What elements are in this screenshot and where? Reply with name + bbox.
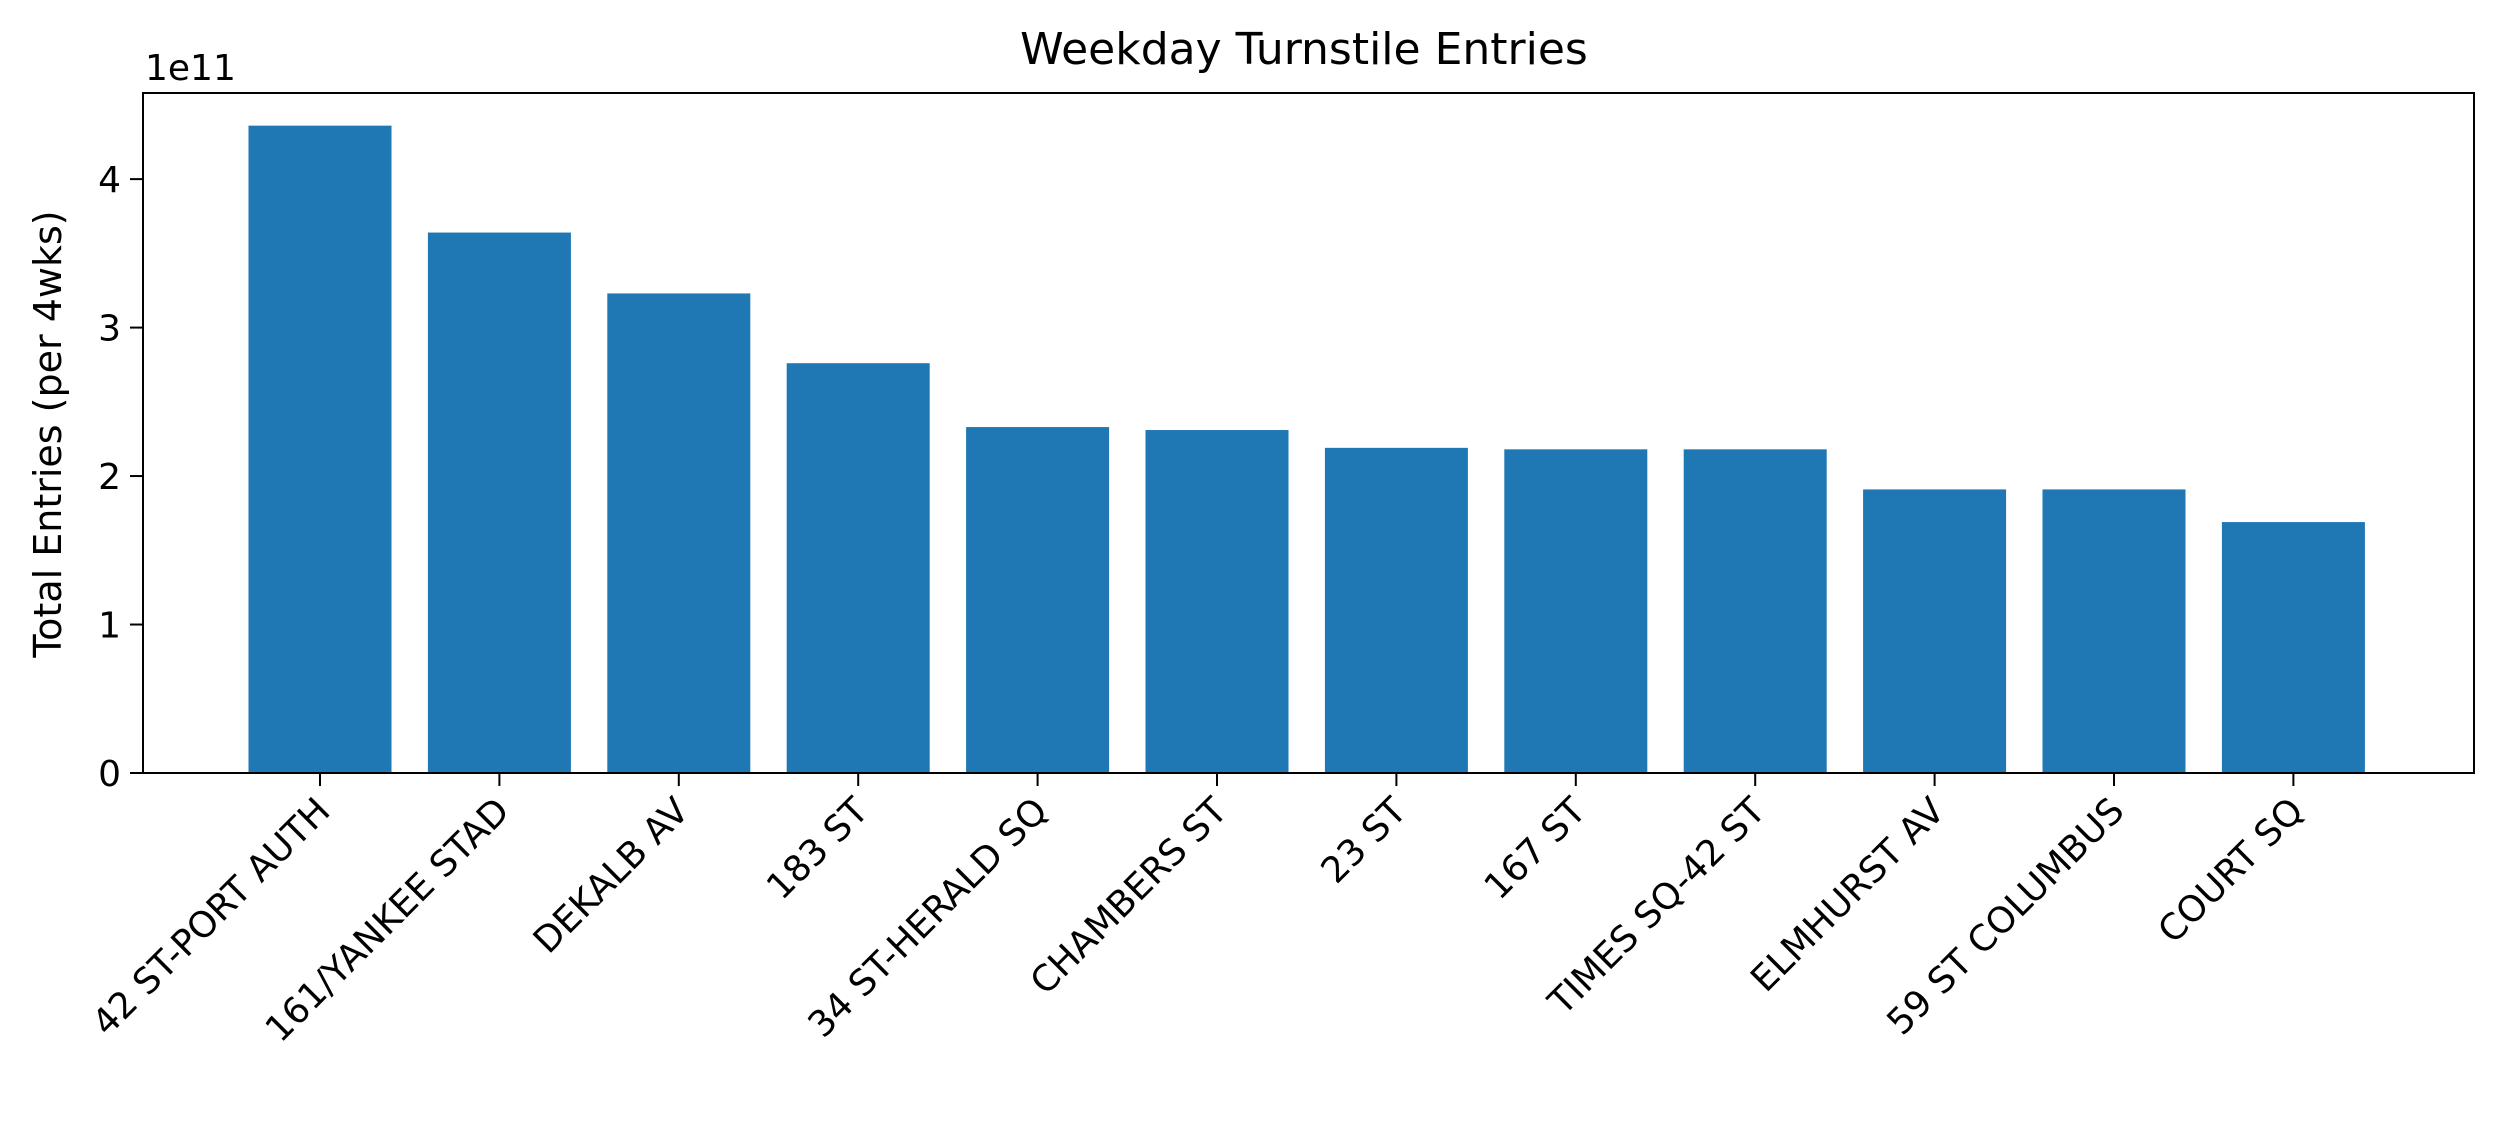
chart-title: Weekday Turnstile Entries	[1020, 24, 1588, 75]
y-tick-label: 2	[98, 457, 121, 498]
bar-1	[248, 125, 392, 773]
x-tick-label: 183 ST	[759, 790, 877, 908]
x-tick-label: 167 ST	[1477, 790, 1595, 908]
bar-9	[1683, 449, 1827, 773]
bar-11	[2042, 489, 2186, 773]
bar-10	[1863, 489, 2007, 773]
x-tick-label: CHAMBERS ST	[1023, 790, 1236, 1003]
bar-8	[1504, 449, 1648, 773]
bar-4	[786, 363, 930, 773]
y-tick-label: 3	[98, 309, 121, 350]
bar-6	[1145, 430, 1289, 773]
x-tick-label: ELMHURST AV	[1743, 790, 1953, 1000]
bar-12	[2221, 522, 2365, 773]
x-tick-label: DEKALB AV	[526, 790, 698, 962]
bar-5	[966, 427, 1110, 773]
y-tick-label: 4	[98, 160, 121, 201]
y-offset-label: 1e11	[145, 48, 236, 89]
x-tick-label: 23 ST	[1314, 790, 1416, 892]
y-axis-label: Total Entries (per 4wks)	[26, 210, 70, 658]
plot-frame	[142, 92, 2475, 774]
bar-7	[1324, 447, 1468, 773]
y-tick-label: 1	[98, 606, 121, 647]
bar-3	[607, 293, 751, 773]
x-tick-label: COURT SQ	[2151, 790, 2312, 951]
y-ticks-layer: 0 1 2 3 4	[98, 160, 143, 795]
bar-2	[427, 232, 571, 773]
bars-layer	[248, 125, 2365, 773]
y-tick-label: 0	[98, 754, 121, 795]
